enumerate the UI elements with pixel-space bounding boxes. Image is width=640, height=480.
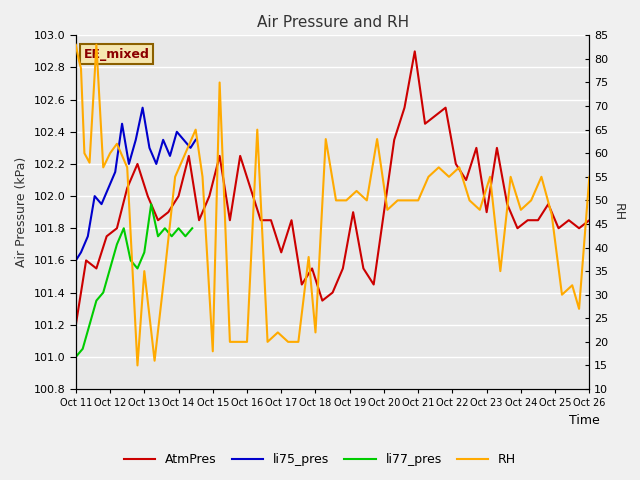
Text: EE_mixed: EE_mixed (84, 48, 149, 60)
X-axis label: Time: Time (569, 414, 600, 427)
Y-axis label: Air Pressure (kPa): Air Pressure (kPa) (15, 157, 28, 267)
Legend: AtmPres, li75_pres, li77_pres, RH: AtmPres, li75_pres, li77_pres, RH (119, 448, 521, 471)
Y-axis label: RH: RH (612, 203, 625, 221)
Title: Air Pressure and RH: Air Pressure and RH (257, 15, 409, 30)
